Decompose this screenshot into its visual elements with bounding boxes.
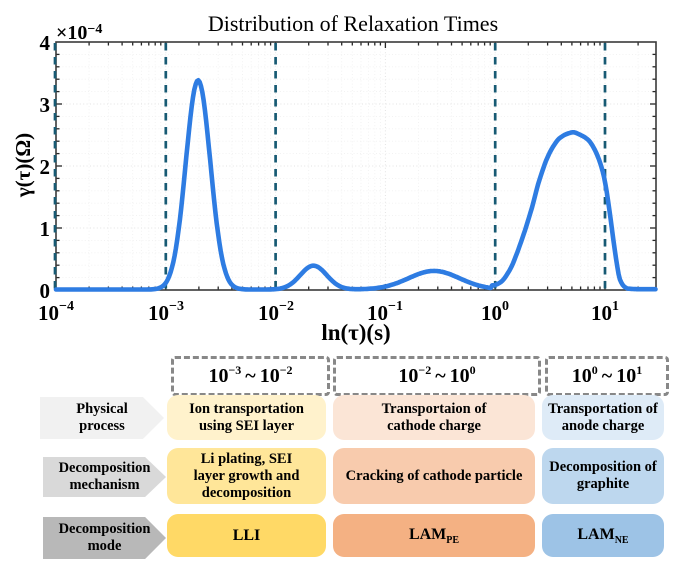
svg-text:4: 4 [40,31,51,55]
svg-text:γ(τ)(Ω): γ(τ)(Ω) [11,133,35,198]
svg-text:10−2: 10−2 [258,299,294,325]
svg-text:10−3: 10−3 [148,299,184,325]
svg-text:101: 101 [591,299,619,325]
svg-text:0: 0 [40,279,51,303]
svg-text:1: 1 [40,217,51,241]
svg-text:10−1: 10−1 [367,299,403,325]
svg-text:100: 100 [481,299,509,325]
svg-text:3: 3 [40,93,51,117]
svg-text:×10−4: ×10−4 [56,22,102,44]
svg-text:2: 2 [40,155,51,179]
svg-text:10−4: 10−4 [38,299,74,325]
svg-text:ln(τ)(s): ln(τ)(s) [321,320,390,345]
svg-text:Distribution of Relaxation Tim: Distribution of Relaxation Times [208,11,498,36]
